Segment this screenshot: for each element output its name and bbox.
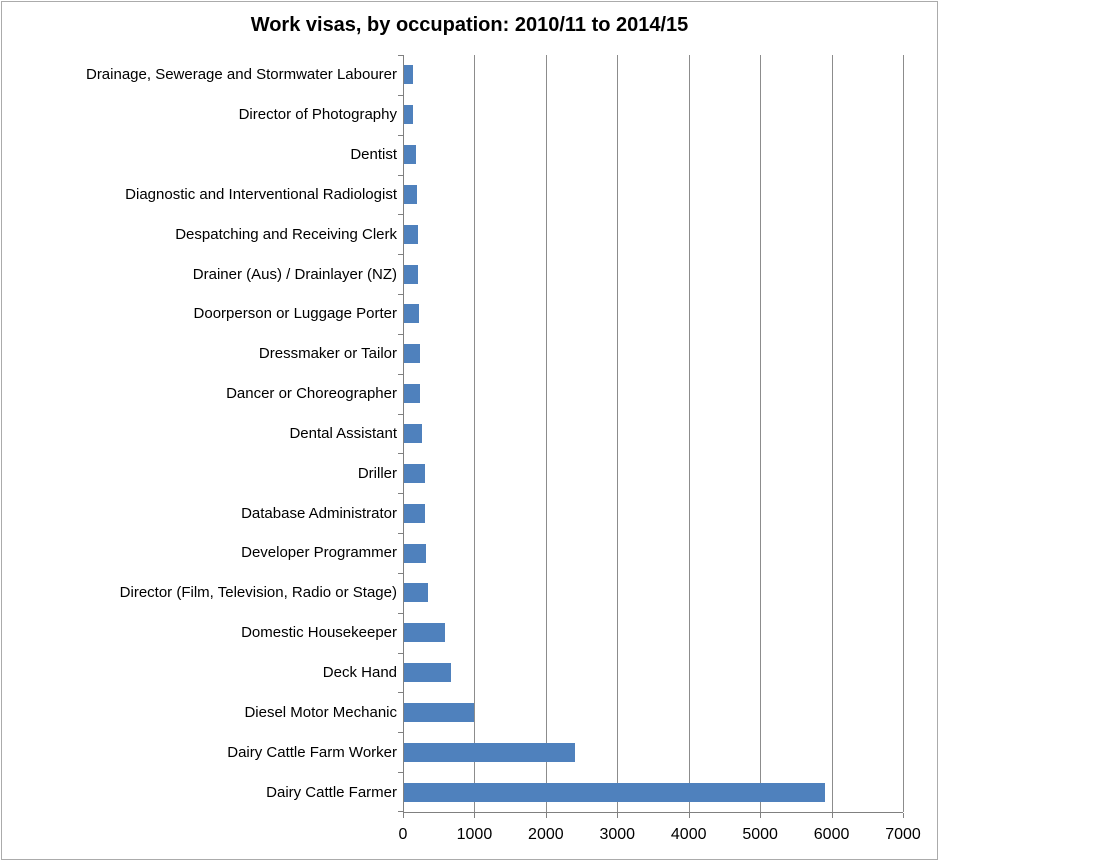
bar [404,663,452,683]
bar [404,424,423,443]
gridline [617,55,619,812]
category-axis-tick [398,254,403,255]
category-label: Dairy Cattle Farm Worker [227,743,397,761]
category-axis-tick [398,573,403,574]
value-axis-tick [903,813,904,818]
category-label: Database Administrator [241,504,397,522]
category-label: Diesel Motor Mechanic [244,703,397,721]
category-label: Diagnostic and Interventional Radiologis… [125,185,397,203]
category-label: Doorperson or Luggage Porter [193,305,397,323]
gridline [903,55,904,812]
category-axis-tick [398,772,403,773]
bar [404,145,417,165]
gridline [688,55,690,812]
bar [404,184,418,204]
gridline [545,55,547,812]
value-tick-label: 0 [398,826,408,843]
bar [404,543,427,563]
category-axis-tick [398,653,403,654]
gridline [831,55,833,812]
category-axis-tick [398,493,403,494]
category-axis-tick [398,294,403,295]
category-axis-tick [398,414,403,415]
value-axis-tick [688,813,690,818]
bar [404,742,576,762]
value-tick-label: 3000 [599,826,636,843]
bar [404,702,474,722]
category-axis-tick [398,374,403,375]
category-axis-tick [398,175,403,176]
bar [404,224,418,244]
bar [404,304,420,324]
category-axis-tick [398,692,403,693]
category-axis-tick [398,811,403,812]
bar [404,264,419,284]
value-axis-tick [617,813,619,818]
category-axis-tick [398,533,403,534]
plot-area [398,55,904,818]
category-axis-tick [398,135,403,136]
bar [404,503,426,523]
bar [404,463,425,483]
bar [404,105,414,125]
category-axis-tick [398,334,403,335]
category-label: Despatching and Receiving Clerk [175,225,397,243]
value-tick-label: 7000 [885,826,921,843]
chart-title: Work visas, by occupation: 2010/11 to 20… [250,14,689,36]
category-axis-tick [398,214,403,215]
value-tick-label: 5000 [742,826,778,843]
bar [404,344,420,364]
category-label: Dentist [350,146,397,164]
category-axis-tick [398,732,403,733]
category-label: Drainage, Sewerage and Stormwater Labour… [85,66,397,84]
bar [404,65,413,85]
value-axis-line [403,812,903,813]
value-tick-label: 4000 [670,826,707,843]
value-axis-tick [831,813,833,818]
bar [404,583,428,603]
category-axis-tick [398,95,403,96]
category-axis-tick [398,55,403,56]
category-label: Developer Programmer [241,544,397,562]
gridline [760,55,762,812]
value-tick-label: 6000 [813,826,850,843]
value-axis-tick [545,813,547,818]
category-axis-tick [398,453,403,454]
gridline [474,55,476,812]
category-label: Dancer or Choreographer [226,385,397,403]
value-axis-tick [403,813,404,818]
category-label: Director (Film, Television, Radio or Sta… [119,584,397,602]
value-tick-label: 1000 [456,826,493,843]
category-label: Deck Hand [322,664,397,682]
category-label: Driller [357,464,397,482]
bar [404,623,445,643]
chart-container: Work visas, by occupation: 2010/11 to 20… [1,1,938,860]
value-axis-tick [760,813,762,818]
category-label: Domestic Housekeeper [241,624,397,642]
bar [404,384,421,404]
category-label: Director of Photography [238,106,397,124]
category-label: Drainer (Aus) / Drainlayer (NZ) [192,265,397,283]
category-label: Dairy Cattle Farmer [266,783,397,801]
category-label: Dental Assistant [289,424,397,442]
value-axis-tick [474,813,476,818]
value-tick-label: 2000 [528,826,564,843]
category-label: Dressmaker or Tailor [258,345,397,363]
bar [404,782,825,802]
category-axis-line [403,55,404,812]
category-axis-tick [398,613,403,614]
